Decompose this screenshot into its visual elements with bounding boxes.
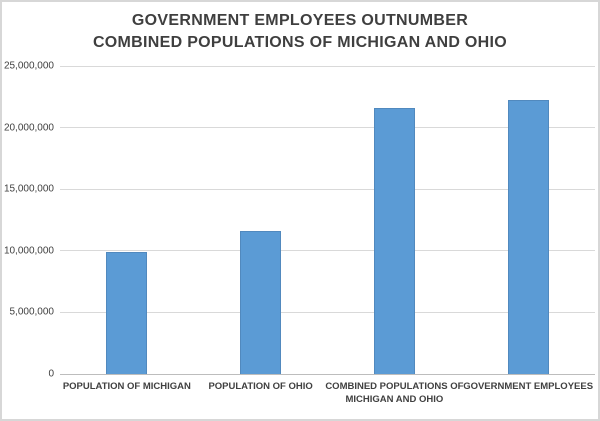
bar-population-of-ohio xyxy=(240,231,282,374)
gridline xyxy=(60,127,595,129)
y-tick-label: 10,000,000 xyxy=(3,245,54,257)
y-tick-label: 25,000,000 xyxy=(3,60,54,72)
plot-area xyxy=(60,65,595,375)
y-axis: 0 5,000,000 10,000,000 15,000,000 20,000,000… xyxy=(2,61,55,380)
x-axis: POPULATION OF MICHIGAN POPULATION OF OHIO… xyxy=(60,380,595,412)
gridline xyxy=(60,311,595,313)
bar-government-employees xyxy=(507,99,549,374)
y-tick-label: 20,000,000 xyxy=(3,122,54,134)
x-category-label: POPULATION OF OHIO xyxy=(208,381,313,392)
bar-combined-populations-of-michigan-and-ohio xyxy=(373,107,415,374)
y-tick-label: 15,000,000 xyxy=(3,183,54,195)
y-tick-label: 5,000,000 xyxy=(9,306,55,318)
chart-title-line-2: COMBINED POPULATIONS OF MICHIGAN AND OHI… xyxy=(92,34,508,51)
bar-population-of-michigan xyxy=(106,252,148,374)
gridline xyxy=(60,188,595,190)
x-category-label: COMBINED POPULATIONS OF MICHIGAN AND OHI… xyxy=(325,381,464,405)
x-category-label: GOVERNMENT EMPLOYEES xyxy=(463,381,594,392)
gridline xyxy=(60,250,595,252)
x-category-label: POPULATION OF MICHIGAN xyxy=(62,381,191,392)
chart-title-line-1: GOVERNMENT EMPLOYEES OUTNUMBER xyxy=(131,12,469,29)
x-axis-baseline xyxy=(60,373,595,375)
y-tick-label: 0 xyxy=(48,368,54,380)
chart-title: GOVERNMENT EMPLOYEES OUTNUMBER COMBINED … xyxy=(2,10,598,54)
gridline xyxy=(60,65,595,67)
